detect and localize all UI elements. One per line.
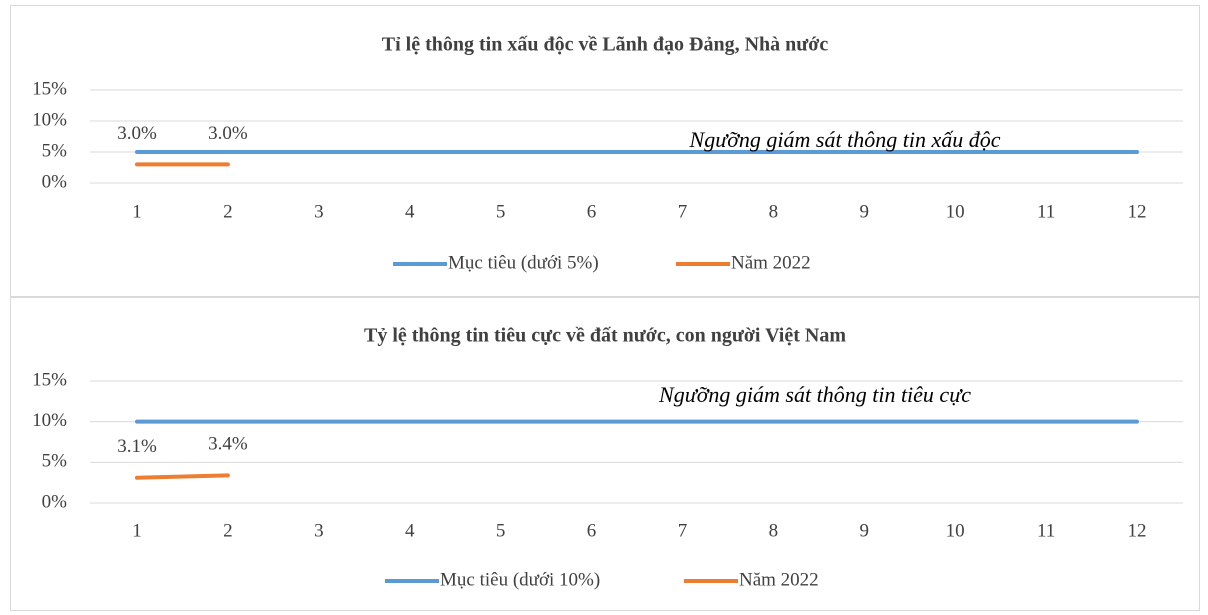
x-tick-label: 2 xyxy=(223,520,233,541)
x-tick-label: 3 xyxy=(314,520,324,541)
y-tick-label: 10% xyxy=(32,410,67,431)
data-label: 3.0% xyxy=(208,123,248,144)
x-tick-label: 11 xyxy=(1037,520,1055,541)
data-label: 3.0% xyxy=(117,123,157,144)
x-tick-label: 10 xyxy=(946,201,965,222)
chart-frame xyxy=(10,297,1200,611)
x-tick-label: 12 xyxy=(1128,201,1147,222)
x-tick-label: 9 xyxy=(860,520,870,541)
x-tick-label: 2 xyxy=(223,201,233,222)
x-tick-label: 9 xyxy=(860,201,870,222)
legend-label: Mục tiêu (dưới 5%) xyxy=(448,252,599,273)
x-tick-label: 11 xyxy=(1037,201,1055,222)
x-tick-label: 7 xyxy=(678,201,688,222)
chart-title: Tỷ lệ thông tin tiêu cực về đất nước, co… xyxy=(364,325,846,347)
y-tick-label: 0% xyxy=(42,171,68,192)
x-tick-label: 4 xyxy=(405,520,415,541)
x-tick-label: 3 xyxy=(314,201,324,222)
legend-label: Mục tiêu (dưới 10%) xyxy=(440,569,600,590)
x-tick-label: 6 xyxy=(587,520,597,541)
y-tick-label: 5% xyxy=(42,451,68,472)
series-line xyxy=(135,473,230,480)
x-tick-label: 12 xyxy=(1128,520,1147,541)
x-tick-label: 5 xyxy=(496,520,506,541)
x-tick-label: 7 xyxy=(678,520,688,541)
data-label: 3.1% xyxy=(117,436,157,457)
x-tick-label: 10 xyxy=(946,520,965,541)
annotation: Ngưỡng giám sát thông tin xấu độc xyxy=(689,127,1001,152)
data-label: 3.4% xyxy=(208,434,248,455)
chart-title: Tỉ lệ thông tin xấu độc về Lãnh đạo Đảng… xyxy=(382,34,829,56)
legend-label: Năm 2022 xyxy=(731,252,811,273)
x-tick-label: 6 xyxy=(587,201,597,222)
x-tick-label: 8 xyxy=(769,520,779,541)
x-tick-label: 8 xyxy=(769,201,779,222)
legend-label: Năm 2022 xyxy=(739,569,819,590)
x-tick-label: 1 xyxy=(132,201,142,222)
x-tick-label: 5 xyxy=(496,201,506,222)
y-tick-label: 15% xyxy=(32,78,67,99)
y-tick-label: 10% xyxy=(32,109,67,130)
y-tick-label: 15% xyxy=(32,369,67,390)
x-tick-label: 1 xyxy=(132,520,142,541)
y-tick-label: 5% xyxy=(42,140,68,161)
annotation: Ngưỡng giám sát thông tin tiêu cực xyxy=(658,382,971,407)
x-tick-label: 4 xyxy=(405,201,415,222)
y-tick-label: 0% xyxy=(42,491,68,512)
